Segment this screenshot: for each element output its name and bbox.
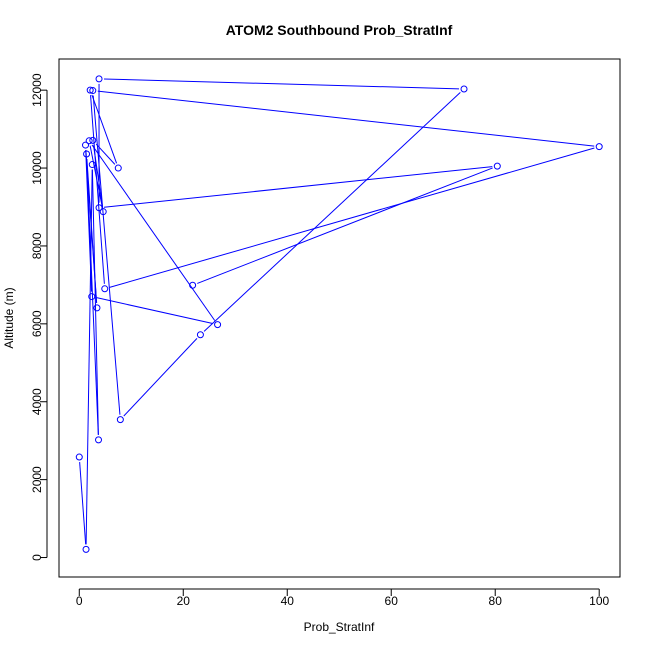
series-line-segment (109, 147, 595, 288)
data-point (95, 436, 103, 444)
data-point (89, 136, 97, 144)
x-axis-label: Prob_StratInf (304, 620, 375, 634)
y-tick-label: 10000 (30, 151, 44, 185)
data-point (214, 321, 222, 329)
data-point (101, 285, 109, 293)
chart-title: ATOM2 Southbound Prob_StratInf (226, 22, 453, 38)
series-line-segment (92, 95, 121, 415)
series-line-segment (91, 144, 216, 321)
data-point (493, 162, 501, 170)
series-line-segment (85, 150, 93, 292)
series-line-segment (96, 297, 213, 325)
data-point (114, 164, 122, 172)
series-line-segment (103, 166, 493, 208)
data-point (83, 150, 91, 158)
data-point (189, 281, 197, 289)
data-point (82, 545, 90, 553)
x-tick-label: 0 (76, 594, 83, 608)
y-tick-label: 6000 (30, 310, 44, 337)
series-line-segment (203, 92, 461, 332)
series-line-segment (97, 90, 595, 147)
x-tick-label: 20 (177, 594, 191, 608)
data-point (95, 75, 103, 83)
data-point (595, 143, 603, 151)
data-point (89, 87, 97, 95)
data-point (88, 293, 96, 301)
x-tick-label: 60 (385, 594, 399, 608)
series-lines (79, 78, 595, 545)
data-point (99, 208, 107, 216)
data-point (95, 204, 103, 212)
series-line-segment (79, 461, 87, 545)
data-point (75, 453, 83, 461)
data-point (88, 161, 96, 169)
y-tick-label: 0 (30, 554, 44, 561)
series-line-segment (91, 94, 118, 164)
data-point (86, 86, 94, 94)
series-line-segment (90, 95, 105, 284)
plot-frame (58, 58, 621, 578)
series-points (75, 75, 603, 553)
data-point (93, 304, 101, 312)
data-point (85, 137, 93, 145)
data-point (460, 85, 468, 93)
y-axis: 0 2000 4000 6000 8000 10000 12000 (30, 73, 48, 561)
y-tick-label: 4000 (30, 388, 44, 415)
x-tick-label: 40 (281, 594, 295, 608)
x-axis: 0 20 40 60 80 100 (76, 588, 610, 608)
series-line-segment (123, 338, 198, 417)
series-line-segment (91, 169, 99, 435)
data-point (82, 141, 90, 149)
series-line-segment (104, 78, 460, 90)
y-tick-label: 8000 (30, 232, 44, 259)
data-point (196, 331, 204, 339)
data-point (116, 416, 124, 424)
series-line-segment (86, 159, 99, 435)
x-tick-label: 100 (589, 594, 609, 608)
y-axis-label: Altitude (m) (2, 287, 16, 348)
y-tick-label: 12000 (30, 73, 44, 107)
y-tick-label: 2000 (30, 466, 44, 493)
series-line-segment (197, 167, 493, 284)
x-tick-label: 80 (489, 594, 503, 608)
series-line-segment (85, 150, 98, 303)
